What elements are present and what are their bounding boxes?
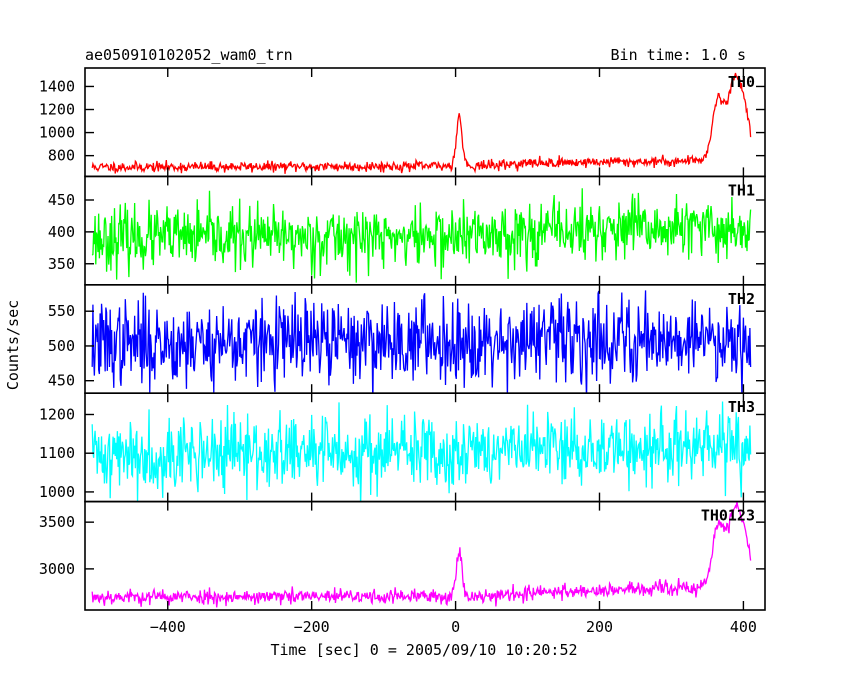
y-tick-label: 1000 [39, 483, 75, 501]
series-line-th0 [91, 72, 752, 174]
panel-th1: 350 400 450 TH1 [48, 175, 766, 286]
plot-title: ae050910102052_wam0_trn [85, 46, 293, 64]
panel-label: TH0123 [701, 507, 755, 525]
x-tick-label: 200 [586, 618, 613, 636]
x-tick-label: −200 [294, 618, 330, 636]
x-ticks-group: −400 −200 0 200 400 [150, 618, 757, 636]
panel-th2: 450 500 550 TH2 [48, 283, 766, 394]
series-line-th1 [91, 188, 752, 283]
panel-label: TH3 [728, 398, 755, 416]
series-line-th2 [91, 290, 752, 394]
y-tick-label: 450 [48, 191, 75, 209]
y-tick-label: 400 [48, 223, 75, 241]
y-tick-label: 1000 [39, 124, 75, 142]
y-tick-label: 1200 [39, 101, 75, 119]
panel-frame [84, 500, 766, 611]
y-tick-label: 1100 [39, 444, 75, 462]
y-tick-label: 550 [48, 302, 75, 320]
panel-th3: 1000 1100 1200 TH3 [39, 392, 766, 503]
bin-time-label: Bin time: 1.0 s [611, 46, 746, 64]
x-tick-label: 400 [730, 618, 757, 636]
panel-label: TH0 [728, 73, 755, 91]
series-line-th0123 [91, 501, 752, 608]
x-tick-label: 0 [451, 618, 460, 636]
y-tick-label: 450 [48, 372, 75, 390]
y-tick-label: 350 [48, 255, 75, 273]
x-tick-label: −400 [150, 618, 186, 636]
y-tick-label: 1400 [39, 77, 75, 95]
y-tick-label: 500 [48, 337, 75, 355]
panel-th0: 800 1000 1200 1400 TH0 [39, 67, 766, 178]
panel-th0123: 3000 3500 TH0123 [39, 500, 766, 611]
panel-label: TH1 [728, 181, 755, 199]
x-axis-label: Time [sec] 0 = 2005/09/10 10:20:52 [270, 641, 577, 659]
y-tick-label: 1200 [39, 405, 75, 423]
y-tick-label: 800 [48, 147, 75, 165]
y-tick-label: 3500 [39, 513, 75, 531]
series-line-th3 [91, 401, 752, 502]
y-tick-label: 3000 [39, 560, 75, 578]
y-axis-label: Counts/sec [4, 300, 22, 390]
panel-label: TH2 [728, 290, 755, 308]
panels-group: 800 1000 1200 1400 TH0 350 400 450 TH1 450 500 550 T… [39, 67, 766, 611]
